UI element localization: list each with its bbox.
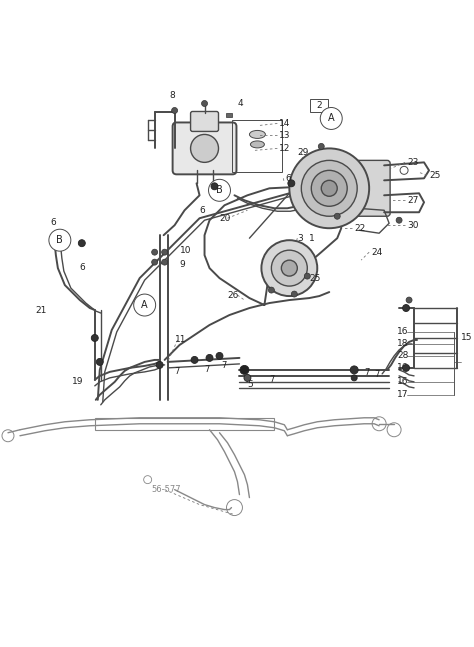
Circle shape [172, 107, 178, 113]
Text: A: A [141, 300, 148, 310]
Text: 14: 14 [279, 119, 291, 128]
Circle shape [156, 362, 163, 368]
Ellipse shape [249, 131, 265, 138]
Circle shape [402, 364, 410, 371]
Text: 23: 23 [407, 158, 419, 167]
Circle shape [272, 250, 307, 286]
Text: 7: 7 [174, 367, 180, 377]
Bar [227, 113, 232, 118]
Text: 13: 13 [279, 131, 291, 140]
Circle shape [289, 148, 369, 228]
Circle shape [244, 375, 251, 381]
Text: 1: 1 [310, 234, 315, 243]
Text: 4: 4 [237, 99, 243, 108]
Text: 11: 11 [174, 335, 186, 344]
Text: 26: 26 [228, 291, 239, 300]
FancyBboxPatch shape [173, 122, 237, 174]
Text: 2: 2 [317, 101, 322, 110]
Text: 20: 20 [219, 214, 231, 223]
FancyBboxPatch shape [354, 160, 390, 216]
Circle shape [334, 214, 340, 219]
Circle shape [400, 166, 408, 174]
Text: 27: 27 [407, 196, 419, 205]
Text: 7: 7 [364, 368, 370, 377]
Text: 21: 21 [35, 305, 46, 314]
Text: 7: 7 [221, 362, 227, 370]
Circle shape [350, 366, 358, 374]
Text: 56-577: 56-577 [152, 485, 181, 494]
Text: B: B [56, 236, 63, 245]
Circle shape [91, 334, 98, 342]
Circle shape [49, 229, 71, 251]
Circle shape [162, 259, 168, 265]
Text: 16: 16 [397, 377, 409, 386]
Text: 12: 12 [279, 144, 291, 153]
Circle shape [162, 249, 168, 255]
Circle shape [201, 100, 208, 107]
FancyBboxPatch shape [191, 111, 219, 131]
Circle shape [209, 179, 230, 201]
Circle shape [216, 353, 223, 360]
Circle shape [211, 183, 218, 190]
Text: 7: 7 [245, 375, 250, 384]
Circle shape [191, 356, 198, 364]
Text: 3: 3 [297, 234, 303, 243]
Circle shape [206, 355, 213, 362]
Text: 17: 17 [397, 390, 409, 399]
Circle shape [78, 239, 85, 247]
Text: 25: 25 [310, 274, 321, 283]
Text: 6: 6 [285, 174, 291, 183]
Text: 16: 16 [397, 364, 409, 373]
Circle shape [292, 291, 297, 297]
Circle shape [318, 144, 324, 149]
Circle shape [402, 305, 410, 311]
Circle shape [288, 180, 295, 187]
Text: 8: 8 [170, 91, 175, 100]
Text: 22: 22 [354, 224, 365, 233]
Text: 18: 18 [397, 340, 409, 349]
Text: 25: 25 [429, 171, 440, 180]
Circle shape [240, 366, 249, 375]
Circle shape [301, 160, 357, 216]
Text: 19: 19 [72, 377, 83, 386]
Text: 30: 30 [407, 221, 419, 230]
Circle shape [191, 135, 219, 162]
Text: 10: 10 [180, 246, 191, 255]
Circle shape [152, 259, 158, 265]
Circle shape [406, 297, 412, 303]
Circle shape [96, 358, 103, 366]
Circle shape [282, 260, 297, 276]
Bar [95, 418, 274, 430]
Circle shape [311, 170, 347, 206]
Text: 7: 7 [205, 366, 210, 375]
Text: 7: 7 [269, 375, 275, 384]
Text: 15: 15 [461, 333, 473, 342]
Ellipse shape [250, 141, 264, 148]
Text: 5: 5 [247, 380, 253, 389]
Text: 6: 6 [80, 263, 86, 272]
Text: 6: 6 [200, 206, 205, 215]
Circle shape [304, 273, 310, 279]
Circle shape [261, 240, 317, 296]
Text: 9: 9 [180, 259, 185, 269]
Text: 29: 29 [297, 148, 309, 157]
Text: A: A [328, 113, 335, 124]
Circle shape [320, 107, 342, 129]
Text: 24: 24 [371, 248, 383, 257]
Circle shape [268, 287, 274, 293]
Text: 7: 7 [374, 370, 380, 379]
Text: A: A [141, 300, 148, 310]
Circle shape [134, 294, 155, 316]
Circle shape [135, 295, 155, 315]
Text: B: B [216, 185, 223, 195]
Text: 28: 28 [397, 351, 409, 360]
Text: 6: 6 [50, 218, 55, 226]
Circle shape [396, 217, 402, 223]
Bar [310, 98, 328, 113]
Circle shape [152, 249, 158, 255]
Circle shape [351, 375, 357, 381]
Text: 16: 16 [397, 327, 409, 336]
Circle shape [321, 181, 337, 196]
